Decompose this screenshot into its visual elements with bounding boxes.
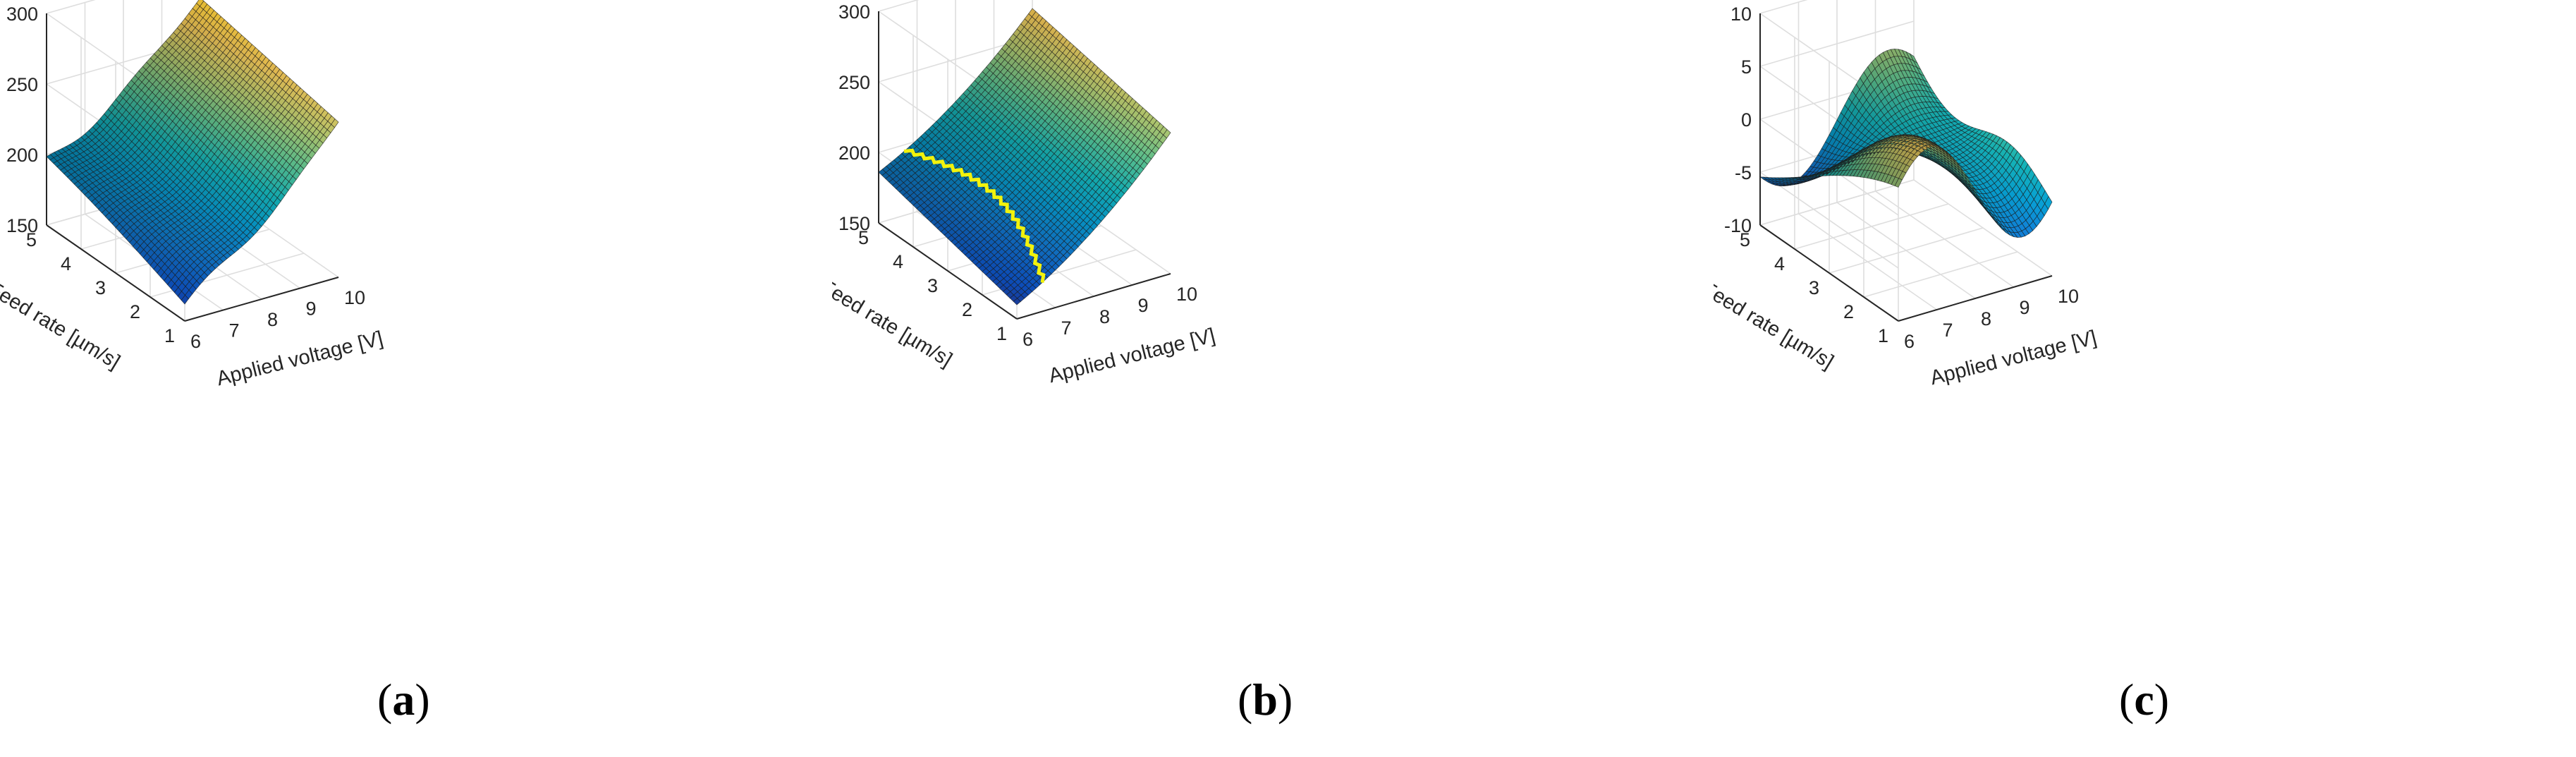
y-tick-label: 2 — [962, 299, 972, 320]
x-tick-label: 9 — [306, 298, 317, 320]
x-tick-label: 10 — [2058, 286, 2079, 307]
z-tick-label: 150 — [6, 215, 38, 236]
caption-c: (c) — [2119, 674, 2170, 725]
axes — [46, 13, 339, 322]
y-tick-label: 3 — [927, 275, 938, 296]
x-tick-label: 8 — [1099, 306, 1110, 327]
y-tick-label: 1 — [996, 323, 1007, 344]
x-axis-label: Applied voltage [V] — [214, 327, 385, 391]
x-tick-label: 8 — [1981, 308, 1991, 329]
y-tick-label: 1 — [164, 325, 175, 346]
surface — [878, 8, 1171, 305]
x-tick-label: 6 — [1904, 331, 1915, 352]
optimal-path-line — [903, 148, 1046, 284]
y-tick-label: 2 — [1843, 301, 1854, 322]
x-tick-label: 7 — [1061, 317, 1072, 339]
x-axis-label: Applied voltage [V] — [1046, 325, 1217, 388]
z-tick-label: 5 — [1741, 56, 1752, 78]
y-axis-line — [46, 224, 185, 322]
y-tick-label: 3 — [95, 277, 106, 298]
x-axis-line — [1898, 275, 2053, 322]
x-tick-label: 6 — [190, 331, 201, 352]
x-axis-line — [184, 277, 339, 322]
axes — [1759, 13, 2053, 322]
z-tick-label: -10 — [1724, 215, 1752, 236]
y-tick-label: 5 — [858, 227, 869, 248]
x-tick-label: 10 — [344, 287, 365, 308]
y-tick-label: 4 — [61, 253, 71, 274]
y-tick-label: 4 — [1774, 253, 1785, 274]
y-tick-label: 1 — [1878, 325, 1888, 346]
y-axis-line — [878, 222, 1018, 320]
y-tick-label: 4 — [893, 251, 903, 272]
surface-patch — [2044, 195, 2053, 210]
y-tick-label: 2 — [130, 301, 140, 322]
surface — [1759, 49, 2053, 238]
surface-patch — [331, 119, 339, 128]
z-tick-label: 150 — [838, 213, 870, 234]
z-tick-label: 250 — [838, 72, 870, 93]
surface — [46, 0, 339, 305]
y-tick-label: 3 — [1809, 277, 1819, 298]
x-tick-label: 9 — [1138, 295, 1149, 316]
z-tick-label: 200 — [838, 143, 870, 164]
x-tick-label: 6 — [1023, 329, 1033, 350]
x-tick-label: 9 — [2020, 297, 2030, 318]
axes — [878, 11, 1171, 320]
z-tick-label: 250 — [6, 74, 38, 95]
y-axis-line — [1759, 224, 1899, 322]
x-tick-label: 10 — [1176, 284, 1197, 305]
caption-a: (a) — [377, 674, 430, 725]
y-tick-label: 5 — [26, 229, 37, 250]
surface-plot-c: 6 7 8 9 10 1 2 3 4 5 -10 -5 0 5 10 Applied voltage [V] F… — [1714, 0, 2576, 757]
x-tick-label: 7 — [1943, 320, 1953, 341]
z-tick-label: 300 — [838, 1, 870, 23]
z-tick-label: 0 — [1741, 109, 1752, 131]
z-tick-label: -5 — [1735, 162, 1752, 183]
surface-patch — [1163, 129, 1171, 139]
caption-b: (b) — [1238, 674, 1293, 725]
surface-plot-b: 6 7 8 9 10 1 2 3 4 5 150 200 250 300 Applied voltage [… — [832, 0, 1678, 757]
z-tick-label: 10 — [1730, 4, 1752, 25]
x-axis-label: Applied voltage [V] — [1928, 327, 2099, 390]
z-tick-label: 300 — [6, 4, 38, 25]
surface-plot-a: 6 7 8 9 10 1 2 3 4 5 150 200 250 300 Applied voltage [… — [0, 0, 846, 757]
x-tick-label: 8 — [267, 309, 278, 330]
x-tick-label: 7 — [229, 320, 240, 341]
z-tick-label: 200 — [6, 145, 38, 166]
x-axis-line — [1016, 273, 1171, 320]
y-tick-label: 5 — [1740, 229, 1750, 250]
